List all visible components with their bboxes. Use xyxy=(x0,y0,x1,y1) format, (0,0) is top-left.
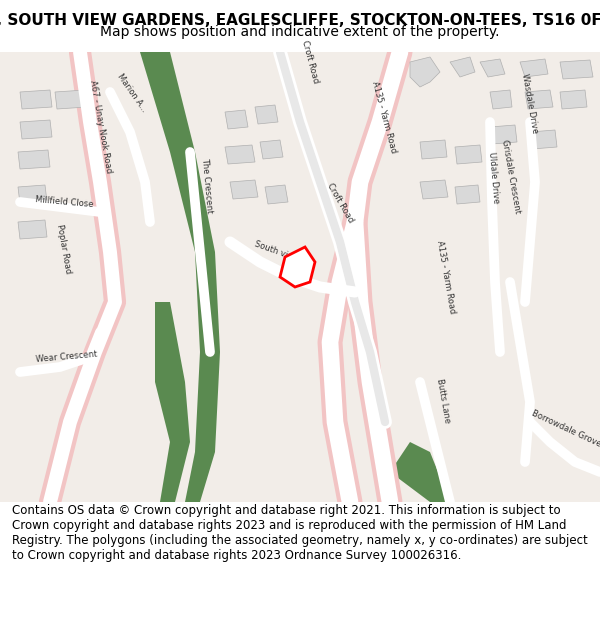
Polygon shape xyxy=(410,57,440,87)
Text: South view: South view xyxy=(253,239,300,264)
Polygon shape xyxy=(530,130,557,149)
Text: Borrowdale Grove: Borrowdale Grove xyxy=(530,409,600,449)
Polygon shape xyxy=(390,442,450,502)
Polygon shape xyxy=(520,59,548,77)
Polygon shape xyxy=(455,185,480,204)
Polygon shape xyxy=(55,90,87,109)
Text: Butts Lane: Butts Lane xyxy=(435,378,452,424)
Text: Wasdale Drive: Wasdale Drive xyxy=(520,72,539,134)
Polygon shape xyxy=(155,302,190,502)
Polygon shape xyxy=(560,90,587,109)
Polygon shape xyxy=(225,145,255,164)
Text: Uldale Drive: Uldale Drive xyxy=(487,151,500,204)
Polygon shape xyxy=(18,185,47,204)
Text: Millfield Close: Millfield Close xyxy=(35,195,94,209)
Polygon shape xyxy=(450,57,475,77)
Polygon shape xyxy=(525,90,553,109)
Text: Poplar Road: Poplar Road xyxy=(55,223,73,274)
Text: Croft Road: Croft Road xyxy=(300,39,320,84)
Polygon shape xyxy=(20,120,52,139)
Text: Croft Road: Croft Road xyxy=(325,181,355,224)
Polygon shape xyxy=(255,105,278,124)
Polygon shape xyxy=(20,90,52,109)
Polygon shape xyxy=(455,145,482,164)
Polygon shape xyxy=(260,140,283,159)
Text: The Crescent: The Crescent xyxy=(200,158,214,214)
Text: A67 - Unay Nook Road: A67 - Unay Nook Road xyxy=(88,79,113,174)
Polygon shape xyxy=(265,185,288,204)
Polygon shape xyxy=(420,140,447,159)
Text: Grisdale Crescent: Grisdale Crescent xyxy=(500,139,522,214)
Polygon shape xyxy=(480,59,505,77)
Text: Map shows position and indicative extent of the property.: Map shows position and indicative extent… xyxy=(100,25,500,39)
Polygon shape xyxy=(225,110,248,129)
Polygon shape xyxy=(18,150,50,169)
Text: A135 - Yarm Road: A135 - Yarm Road xyxy=(435,239,457,314)
Polygon shape xyxy=(420,180,448,199)
Polygon shape xyxy=(230,180,258,199)
Text: A135 - Yarm Road: A135 - Yarm Road xyxy=(370,80,398,154)
Polygon shape xyxy=(140,52,220,502)
Polygon shape xyxy=(280,247,315,287)
Text: 1, SOUTH VIEW GARDENS, EAGLESCLIFFE, STOCKTON-ON-TEES, TS16 0FH: 1, SOUTH VIEW GARDENS, EAGLESCLIFFE, STO… xyxy=(0,13,600,28)
Polygon shape xyxy=(490,90,512,109)
Polygon shape xyxy=(490,125,517,144)
Polygon shape xyxy=(560,60,593,79)
Polygon shape xyxy=(18,220,47,239)
Text: Wear Crescent: Wear Crescent xyxy=(35,349,97,364)
Text: Marion A...: Marion A... xyxy=(115,72,148,114)
Text: Contains OS data © Crown copyright and database right 2021. This information is : Contains OS data © Crown copyright and d… xyxy=(12,504,588,562)
